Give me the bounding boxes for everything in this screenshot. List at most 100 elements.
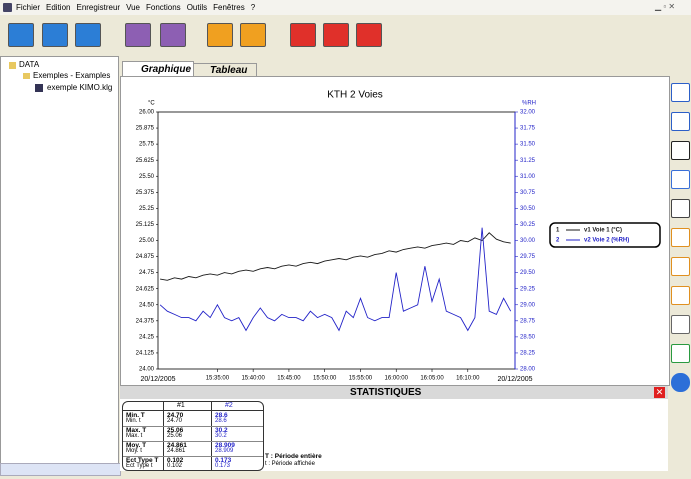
table-rule — [123, 410, 263, 411]
toolbar — [0, 16, 691, 54]
stat-value: 25.06 — [167, 433, 183, 439]
tool-icon[interactable] — [671, 344, 690, 363]
tool-icon[interactable] — [671, 83, 690, 102]
stat-value: 0.173 — [215, 463, 231, 469]
y-tick-label: 25.875 — [136, 126, 155, 132]
window-controls[interactable]: ▁ ▫ ✕ — [655, 2, 676, 11]
stat-sublabel: Moy. t — [126, 448, 142, 454]
y2-tick-label: 28.75 — [520, 318, 536, 324]
stat-value: 24.70 — [167, 412, 184, 419]
stat-value: 0.102 — [167, 463, 183, 469]
y-tick-label: 25.25 — [139, 206, 155, 212]
x-tick-label: 15:45:00 — [277, 376, 301, 382]
y2-tick-label: 31.00 — [520, 174, 536, 180]
menu-item[interactable]: Outils — [186, 3, 208, 12]
table-rule — [123, 456, 263, 457]
stats-header: STATISTIQUES ✕ — [120, 386, 668, 399]
tab-tableau[interactable]: Tableau — [193, 63, 257, 77]
menu-item[interactable]: Vue — [126, 3, 140, 12]
table-rule — [123, 426, 263, 427]
y-tick-label: 24.75 — [139, 270, 155, 276]
y2-tick-label: 28.25 — [520, 351, 536, 357]
legend-box — [549, 222, 661, 248]
open-button[interactable] — [8, 23, 34, 47]
tool-icon[interactable] — [671, 112, 690, 131]
y-tick-label: 26.00 — [139, 110, 155, 116]
menu-item[interactable]: ? — [250, 3, 256, 12]
x-tick-label: 15:55:00 — [349, 376, 373, 382]
stat-sublabel: Ect Type t — [126, 463, 153, 469]
stat-value: 0.173 — [215, 457, 232, 464]
tool-icon[interactable] — [671, 199, 690, 218]
legend-label: v1 Voie 1 (°C) — [584, 228, 622, 234]
horizontal-scrollbar[interactable] — [0, 463, 121, 476]
menu-item[interactable]: Fichier — [16, 3, 41, 12]
tree-file[interactable]: exemple KIMO.klg — [47, 83, 113, 92]
stats-table: #1 #2 Min. T Min. t 24.70 24.70 28.6 28.6 Max. T… — [122, 401, 264, 471]
column-header: #1 — [177, 402, 185, 409]
stat-value: 25.06 — [167, 427, 184, 434]
table-rule — [211, 402, 212, 470]
print-button[interactable] — [240, 23, 266, 47]
stat-value: 30.2 — [215, 433, 227, 439]
tab-label: Tableau — [210, 65, 248, 76]
menu-item[interactable]: Fonctions — [146, 3, 181, 12]
chart-title: KTH 2 Voies — [327, 90, 383, 101]
y2-tick-label: 30.75 — [520, 190, 536, 196]
tree-folder[interactable]: Exemples - Examples — [33, 71, 111, 80]
series-line — [160, 232, 511, 281]
tool-icon[interactable] — [671, 315, 690, 334]
tool-icon[interactable] — [671, 286, 690, 305]
tool-icon[interactable] — [671, 170, 690, 189]
stat-sublabel: Max. t — [126, 433, 143, 439]
download-button[interactable] — [290, 23, 316, 47]
x-tick-label: 16:10:00 — [456, 376, 480, 382]
save-button[interactable] — [75, 23, 101, 47]
legend-number: 1 — [556, 228, 560, 234]
stat-label: Ect Type T — [126, 457, 159, 464]
y2-tick-label: 29.50 — [520, 270, 536, 276]
device-button[interactable] — [125, 23, 151, 47]
y-tick-label: 25.50 — [139, 174, 155, 180]
y-tick-label: 24.875 — [136, 254, 155, 260]
start-button[interactable] — [356, 23, 382, 47]
y2-tick-label: 29.75 — [520, 254, 536, 260]
menu-bar: Fichier Edition Enregistreur Vue Fonctions Ou… — [0, 0, 691, 15]
y-unit: °C — [148, 101, 155, 107]
stat-value: 28.6 — [215, 412, 228, 419]
y2-tick-label: 31.25 — [520, 158, 536, 164]
legend-number: 2 — [556, 238, 560, 244]
stats-note: T : Période entière — [265, 453, 322, 460]
y2-tick-label: 30.25 — [520, 222, 536, 228]
close-stats[interactable]: ✕ — [654, 387, 665, 398]
stat-value: 24.861 — [167, 448, 186, 454]
tab-graphique[interactable]: Graphique — [122, 61, 194, 77]
tool-icon[interactable] — [671, 257, 690, 276]
column-header: #2 — [225, 402, 233, 409]
y-tick-label: 24.25 — [139, 334, 155, 340]
y-tick-label: 24.00 — [139, 367, 155, 373]
tool-icon[interactable] — [671, 228, 690, 247]
tool-icon[interactable] — [671, 141, 690, 160]
y-tick-label: 24.375 — [136, 318, 155, 324]
stats-note: t : Période affichée — [265, 461, 315, 467]
stat-value: 24.70 — [167, 418, 183, 424]
tab-label: Graphique — [141, 64, 192, 75]
chart: KTH 2 Voies °C %RH 26.00 25.875 25.75 25.62… — [136, 90, 661, 383]
transfer-button[interactable] — [323, 23, 349, 47]
menu-item[interactable]: Edition — [46, 3, 71, 12]
file-icon — [35, 84, 43, 92]
edit-button[interactable] — [160, 23, 186, 47]
stat-value: 0.102 — [167, 457, 184, 464]
tool-icon[interactable] — [671, 373, 690, 392]
search-button[interactable] — [42, 23, 68, 47]
menu-item[interactable]: Enregistreur — [76, 3, 121, 12]
stat-value: 28.909 — [215, 442, 235, 449]
tree-root[interactable]: DATA — [19, 60, 40, 69]
y2-tick-label: 30.50 — [520, 206, 536, 212]
y2-tick-label: 29.25 — [520, 286, 536, 292]
preview-button[interactable] — [207, 23, 233, 47]
menu-item[interactable]: Fenêtres — [213, 3, 245, 12]
stat-value: 24.861 — [167, 442, 187, 449]
x-tick-label: 15:50:00 — [313, 376, 337, 382]
